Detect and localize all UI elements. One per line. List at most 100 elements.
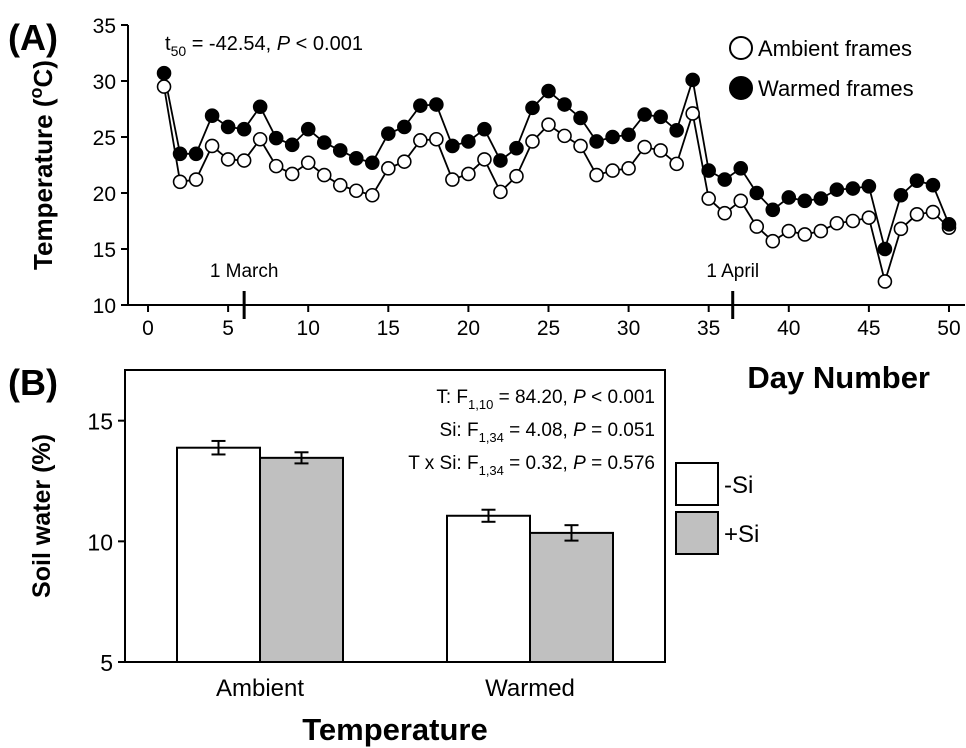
stat-annotation: t50 = -42.54, P < 0.001 — [165, 33, 363, 59]
data-point — [733, 161, 749, 176]
stat-line: T x Si: F1,34 = 0.32, P = 0.576 — [408, 453, 655, 478]
data-point — [893, 221, 909, 237]
data-point — [429, 131, 444, 147]
data-point — [284, 166, 300, 182]
data-point — [188, 146, 204, 162]
data-point — [813, 223, 829, 239]
legend-marker — [729, 76, 753, 100]
data-point — [557, 97, 572, 112]
x-tick-label: 10 — [297, 317, 320, 340]
data-point — [220, 119, 236, 135]
data-point — [509, 168, 524, 184]
stat-part: Si: F — [440, 420, 479, 441]
data-point — [829, 182, 845, 197]
data-point — [877, 274, 893, 289]
data-point — [204, 108, 220, 124]
data-point — [829, 215, 845, 231]
data-point — [172, 146, 188, 162]
y-tick-label: 5 — [100, 650, 113, 676]
data-point — [541, 117, 556, 132]
data-point — [252, 131, 268, 147]
data-point — [717, 205, 733, 221]
data-point — [156, 65, 172, 81]
data-point — [332, 143, 348, 158]
y-tick-label: 25 — [93, 127, 116, 150]
data-point — [236, 121, 252, 137]
x-axis-title: Day Number — [747, 360, 930, 395]
data-point — [252, 99, 268, 115]
data-point — [381, 161, 396, 176]
data-point — [348, 150, 364, 166]
data-point — [653, 109, 668, 125]
data-point — [413, 133, 428, 148]
legend-label: Ambient frames — [758, 36, 912, 61]
data-point — [925, 204, 941, 220]
y-tick-label: 35 — [93, 15, 116, 38]
data-point — [765, 233, 781, 249]
y-title-part: o — [26, 87, 46, 98]
data-point — [669, 156, 684, 172]
data-point — [685, 106, 700, 121]
stat-part: t — [165, 33, 171, 55]
x-tick-label: Warmed — [485, 675, 575, 702]
stat-part: P — [573, 387, 586, 408]
y-axis-title: Temperature (oC) — [26, 60, 58, 270]
data-point — [813, 191, 829, 206]
data-point — [268, 158, 284, 174]
bar — [259, 456, 344, 663]
legend-marker — [729, 36, 753, 60]
data-point — [541, 83, 556, 99]
date-marker-label: 1 April — [706, 261, 759, 282]
y-tick-label: 15 — [93, 239, 116, 262]
legend-swatch — [675, 462, 719, 506]
data-point — [268, 130, 284, 146]
data-point — [573, 110, 588, 126]
data-point — [589, 134, 604, 149]
data-point — [429, 97, 444, 112]
x-tick-label: 20 — [457, 317, 480, 340]
data-point — [156, 79, 172, 94]
data-point — [861, 178, 877, 194]
stat-part: = 0.051 — [586, 420, 655, 441]
data-point — [941, 217, 957, 232]
data-point — [893, 187, 909, 203]
data-point — [621, 161, 636, 176]
data-point — [284, 137, 300, 153]
data-point — [461, 134, 476, 149]
y-tick-label: 15 — [87, 409, 113, 435]
bar — [176, 446, 261, 663]
legend-label: +Si — [724, 521, 759, 548]
x-tick-label: 50 — [937, 317, 960, 340]
x-tick-label: 5 — [222, 317, 234, 340]
stat-part: T x Si: F — [408, 453, 478, 474]
data-point — [348, 183, 364, 199]
y-title-part: Temperature ( — [28, 98, 58, 270]
data-point — [797, 227, 813, 242]
data-point — [733, 193, 749, 209]
data-point — [877, 241, 893, 257]
stat-part: P — [573, 420, 586, 441]
date-marker-label: 1 March — [210, 261, 279, 282]
y-tick-label: 10 — [93, 295, 116, 318]
stat-part: 1,10 — [468, 397, 493, 412]
stat-part: = 84.20, — [493, 387, 573, 408]
y-tick-label: 30 — [93, 71, 116, 94]
data-point — [236, 153, 252, 168]
data-point — [316, 167, 332, 183]
stat-line: Si: F1,34 = 4.08, P = 0.051 — [440, 420, 655, 445]
data-point — [300, 121, 316, 137]
data-point — [509, 140, 524, 156]
legend-label: -Si — [724, 472, 753, 499]
plot-frame — [124, 369, 666, 663]
x-tick-label: Ambient — [216, 675, 304, 702]
legend-swatch — [675, 511, 719, 555]
data-point — [477, 152, 492, 167]
data-point — [445, 172, 460, 187]
y-tick-label: 10 — [87, 529, 113, 555]
data-point — [316, 135, 332, 150]
data-point — [413, 98, 428, 113]
data-point — [605, 163, 620, 178]
x-tick-label: 15 — [377, 317, 400, 340]
data-point — [749, 185, 765, 201]
data-point — [909, 173, 925, 188]
